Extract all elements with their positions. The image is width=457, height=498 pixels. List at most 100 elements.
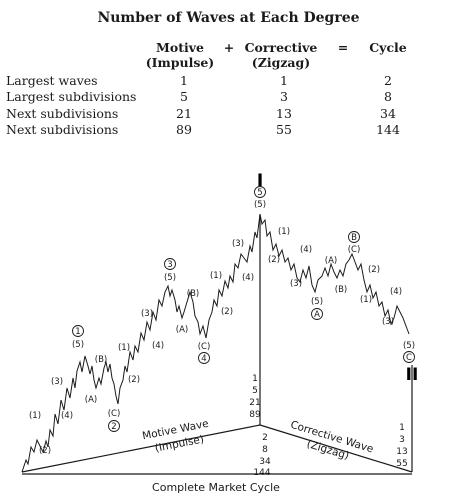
corrective-count: 3 (399, 435, 405, 445)
header-plus: + (223, 40, 235, 55)
corrective-count: 13 (396, 447, 407, 457)
label-sub-a: (A) (176, 325, 188, 335)
motive-axis-label: Motive Wave (Impulse) (141, 418, 209, 455)
label-sub-c: (C) (348, 245, 361, 255)
cycle-count: 34 (259, 457, 271, 467)
cycle-count: 144 (253, 468, 270, 478)
label-circled-1: 1 (75, 327, 80, 337)
label-circled-a: A (314, 310, 320, 320)
label-sub-b: (B) (335, 285, 347, 295)
row-label: Largest waves (6, 73, 98, 88)
corrective-axis-label: Corrective Wave (Zigzag) (289, 419, 375, 462)
row-corrective: 1 (280, 73, 288, 88)
circle-wave-c (403, 351, 415, 363)
corrective-counts: 1 3 13 55 (396, 423, 407, 469)
label-sub-2: (2) (368, 265, 380, 275)
label-sub-5: (5) (254, 200, 266, 210)
sub-wave-labels: (1) (2) (3) (4) (5) (B) (A) (C) (1) (2) … (29, 200, 415, 456)
header-corrective-line2: (Zigzag) (251, 55, 311, 70)
waves-table: Number of Waves at Each Degree Motive (I… (0, 0, 457, 150)
label-circled-2: 2 (111, 422, 116, 432)
circle-wave-4 (198, 352, 210, 364)
label-sub-4: (4) (152, 341, 164, 351)
motive-count: 89 (249, 410, 261, 420)
label-sub-1: (1) (360, 295, 372, 305)
label-sub-2: (2) (221, 307, 233, 317)
motive-count: 21 (249, 398, 260, 408)
label-sub-3: (3) (290, 279, 302, 289)
cycle-counts: 2 8 34 144 (253, 433, 271, 478)
header-corrective-line1: Corrective (244, 40, 318, 55)
row-corrective: 55 (276, 122, 292, 137)
label-sub-2: (2) (128, 375, 140, 385)
label-circled-5: 5 (257, 188, 262, 198)
label-sub-3: (3) (141, 309, 153, 319)
label-sub-c: (C) (198, 342, 211, 352)
row-cycle: 8 (384, 89, 392, 104)
cycle-count: 8 (262, 445, 268, 455)
label-sub-4: (4) (300, 245, 312, 255)
label-circled-3: 3 (167, 260, 172, 270)
row-label: Next subdivisions (6, 122, 119, 137)
label-sub-3: (3) (51, 377, 63, 387)
table-title: Number of Waves at Each Degree (97, 10, 360, 26)
label-sub-5: (5) (403, 341, 415, 351)
label-sub-1: (1) (278, 227, 290, 237)
label-sub-4: (4) (61, 411, 73, 421)
label-sub-3: (3) (232, 239, 244, 249)
circle-wave-3 (164, 258, 176, 270)
cycle-top-mark: I (257, 171, 263, 191)
header-motive-line1: Motive (156, 40, 204, 55)
header-motive-line2: (Impulse) (145, 55, 215, 70)
complete-market-cycle-label: Complete Market Cycle (152, 481, 280, 494)
label-sub-c: (C) (108, 409, 121, 419)
header-motive: Motive (Impulse) (140, 40, 220, 70)
label-sub-1: (1) (118, 343, 130, 353)
label-sub-a: (A) (85, 395, 97, 405)
label-sub-5: (5) (164, 273, 176, 283)
row-corrective: 3 (280, 89, 288, 104)
corrective-base-line (259, 424, 413, 473)
label-sub-b: (B) (95, 355, 107, 365)
row-cycle: 34 (380, 106, 396, 121)
row-motive: 1 (180, 73, 188, 88)
circled-labels: 1 2 3 4 5 A B C (75, 188, 412, 432)
circle-marks (72, 186, 415, 432)
corrective-count: 55 (396, 459, 407, 469)
label-sub-3: (3) (382, 317, 394, 327)
label-sub-2: (2) (39, 446, 51, 456)
label-sub-5: (5) (311, 297, 323, 307)
label-sub-4: (4) (242, 273, 254, 283)
label-circled-c: C (406, 353, 412, 363)
label-sub-a: (A) (325, 256, 337, 266)
label-sub-b: (B) (187, 289, 199, 299)
cycle-base-lines (21, 215, 413, 475)
motive-counts: 1 5 21 89 (249, 374, 261, 420)
cycle-end-mark: II (406, 365, 419, 385)
circle-wave-1 (72, 325, 84, 337)
row-motive: 21 (176, 106, 192, 121)
label-sub-2: (2) (268, 255, 280, 265)
row-motive: 89 (176, 122, 192, 137)
header-corrective: Corrective (Zigzag) (236, 40, 326, 70)
label-circled-4: 4 (201, 354, 206, 364)
circle-wave-2 (108, 420, 120, 432)
row-cycle: 2 (384, 73, 392, 88)
label-sub-1: (1) (210, 271, 222, 281)
circle-wave-b (348, 231, 360, 243)
motive-base-line (21, 424, 261, 473)
wave-path (21, 213, 410, 473)
header-equals: = (337, 40, 349, 55)
motive-count: 1 (252, 374, 258, 384)
cycle-count: 2 (262, 433, 268, 443)
row-label: Largest subdivisions (6, 89, 137, 104)
row-label: Next subdivisions (6, 106, 119, 121)
circle-wave-5 (254, 186, 266, 198)
label-circled-b: B (351, 233, 357, 243)
header-cycle: Cycle (369, 40, 407, 55)
label-sub-5: (5) (72, 340, 84, 350)
label-sub-1: (1) (29, 411, 41, 421)
circle-wave-a (311, 308, 323, 320)
corrective-count: 1 (399, 423, 405, 433)
